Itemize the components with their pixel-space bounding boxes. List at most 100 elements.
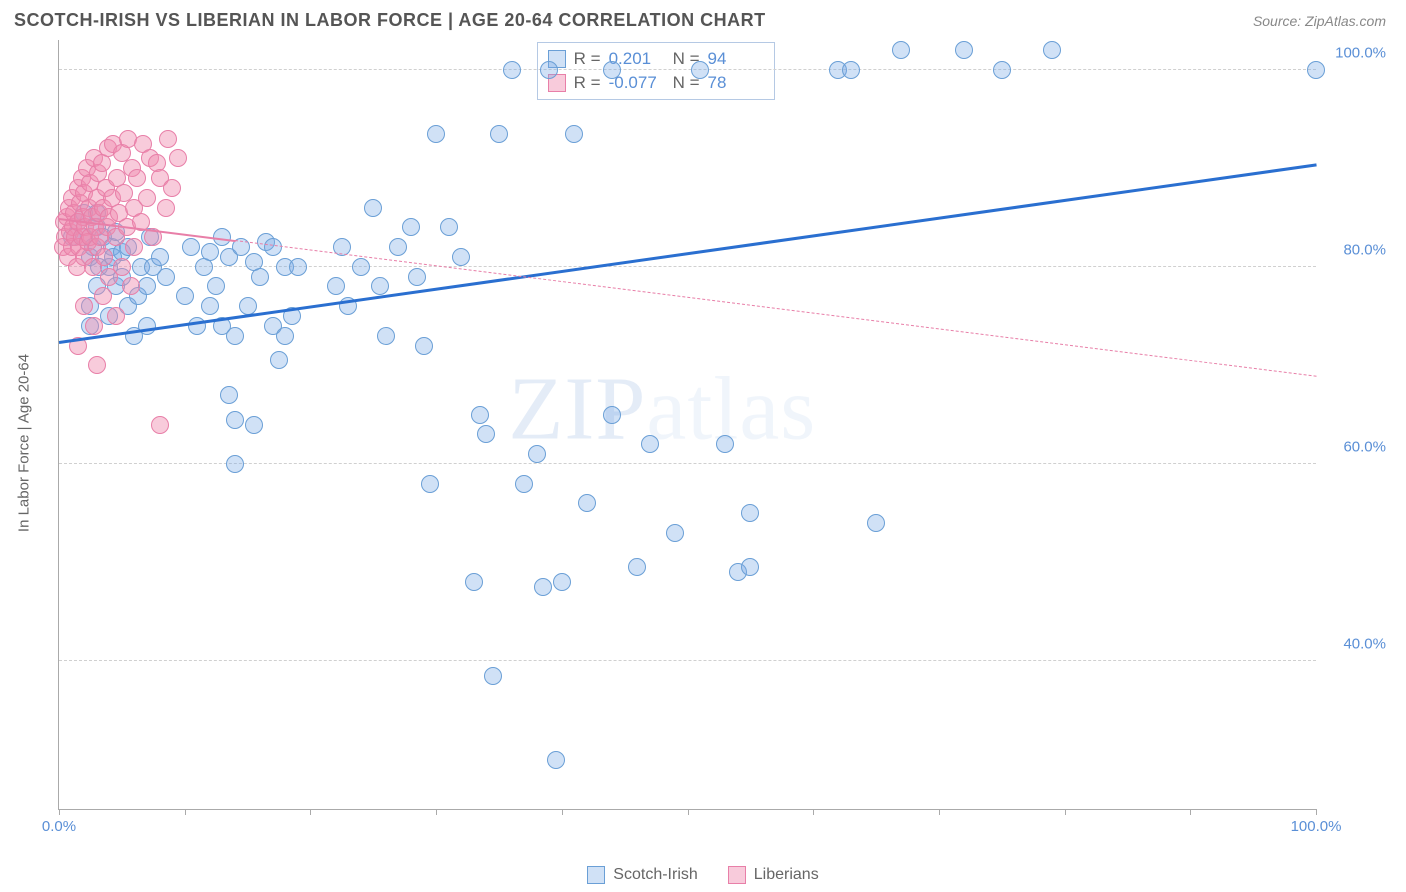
point-scotch-irish	[515, 475, 533, 493]
point-liberian	[122, 277, 140, 295]
point-scotch-irish	[628, 558, 646, 576]
point-scotch-irish	[641, 435, 659, 453]
point-scotch-irish	[151, 248, 169, 266]
x-tick	[436, 809, 437, 815]
x-tick	[562, 809, 563, 815]
point-scotch-irish	[484, 667, 502, 685]
gridline-h	[59, 463, 1316, 464]
point-scotch-irish	[371, 277, 389, 295]
point-liberian	[128, 169, 146, 187]
point-liberian	[88, 356, 106, 374]
point-liberian	[151, 416, 169, 434]
point-scotch-irish	[264, 238, 282, 256]
point-scotch-irish	[207, 277, 225, 295]
point-scotch-irish	[245, 416, 263, 434]
point-scotch-irish	[534, 578, 552, 596]
point-scotch-irish	[138, 277, 156, 295]
legend-swatch-liberians	[728, 866, 746, 884]
source-attribution: Source: ZipAtlas.com	[1253, 13, 1386, 29]
x-tick	[185, 809, 186, 815]
point-liberian	[138, 189, 156, 207]
gridline-h	[59, 660, 1316, 661]
x-tick	[1190, 809, 1191, 815]
point-liberian	[95, 248, 113, 266]
x-min-label: 0.0%	[42, 818, 76, 835]
point-scotch-irish	[741, 504, 759, 522]
point-scotch-irish	[716, 435, 734, 453]
point-liberian	[107, 307, 125, 325]
point-scotch-irish	[201, 243, 219, 261]
point-scotch-irish	[1043, 41, 1061, 59]
y-tick-label: 60.0%	[1326, 438, 1386, 455]
point-scotch-irish	[578, 494, 596, 512]
point-scotch-irish	[1307, 61, 1325, 79]
point-liberian	[113, 258, 131, 276]
legend-label-scotch-irish: Scotch-Irish	[613, 866, 697, 884]
point-scotch-irish	[955, 41, 973, 59]
x-tick	[688, 809, 689, 815]
point-scotch-irish	[993, 61, 1011, 79]
point-scotch-irish	[377, 327, 395, 345]
point-scotch-irish	[226, 411, 244, 429]
r-label: R =	[574, 71, 601, 95]
point-scotch-irish	[408, 268, 426, 286]
stats-row-liberian: R =-0.077N =78	[548, 71, 764, 95]
point-scotch-irish	[389, 238, 407, 256]
point-scotch-irish	[867, 514, 885, 532]
n-value: 94	[708, 47, 764, 71]
chart-header: SCOTCH-IRISH VS LIBERIAN IN LABOR FORCE …	[0, 0, 1406, 37]
point-scotch-irish	[565, 125, 583, 143]
legend-item-scotch-irish: Scotch-Irish	[587, 866, 697, 884]
point-scotch-irish	[182, 238, 200, 256]
point-scotch-irish	[270, 351, 288, 369]
y-tick-label: 80.0%	[1326, 241, 1386, 258]
legend-swatch-scotch-irish	[587, 866, 605, 884]
point-scotch-irish	[477, 425, 495, 443]
point-scotch-irish	[503, 61, 521, 79]
point-scotch-irish	[402, 218, 420, 236]
y-tick-label: 100.0%	[1326, 44, 1386, 61]
point-scotch-irish	[842, 61, 860, 79]
point-scotch-irish	[603, 61, 621, 79]
x-tick	[813, 809, 814, 815]
point-scotch-irish	[440, 218, 458, 236]
point-liberian	[125, 238, 143, 256]
legend-label-liberians: Liberians	[754, 866, 819, 884]
point-scotch-irish	[364, 199, 382, 217]
point-scotch-irish	[603, 406, 621, 424]
point-scotch-irish	[157, 268, 175, 286]
x-max-label: 100.0%	[1291, 818, 1342, 835]
point-liberian	[75, 297, 93, 315]
stats-row-scotch-irish: R =0.201N =94	[548, 47, 764, 71]
point-scotch-irish	[415, 337, 433, 355]
point-scotch-irish	[490, 125, 508, 143]
trendline-liberian-dash	[235, 240, 1317, 377]
point-scotch-irish	[251, 268, 269, 286]
legend-item-liberians: Liberians	[728, 866, 819, 884]
correlation-stats-box: R =0.201N =94R =-0.077N =78	[537, 42, 775, 100]
point-scotch-irish	[547, 751, 565, 769]
watermark: ZIPatlas	[508, 358, 816, 461]
y-tick-label: 40.0%	[1326, 636, 1386, 653]
point-scotch-irish	[540, 61, 558, 79]
chart-title: SCOTCH-IRISH VS LIBERIAN IN LABOR FORCE …	[14, 10, 766, 31]
point-scotch-irish	[201, 297, 219, 315]
point-scotch-irish	[465, 573, 483, 591]
x-tick	[939, 809, 940, 815]
point-scotch-irish	[226, 455, 244, 473]
point-scotch-irish	[691, 61, 709, 79]
chart-area: In Labor Force | Age 20-64 ZIPatlas R =0…	[14, 40, 1392, 846]
point-scotch-irish	[352, 258, 370, 276]
gridline-h	[59, 69, 1316, 70]
point-scotch-irish	[892, 41, 910, 59]
point-liberian	[159, 130, 177, 148]
r-label: R =	[574, 47, 601, 71]
point-liberian	[94, 287, 112, 305]
point-scotch-irish	[220, 386, 238, 404]
point-liberian	[169, 149, 187, 167]
point-scotch-irish	[528, 445, 546, 463]
point-scotch-irish	[553, 573, 571, 591]
point-scotch-irish	[471, 406, 489, 424]
watermark-bold: ZIP	[508, 360, 646, 459]
x-tick	[1316, 809, 1317, 815]
